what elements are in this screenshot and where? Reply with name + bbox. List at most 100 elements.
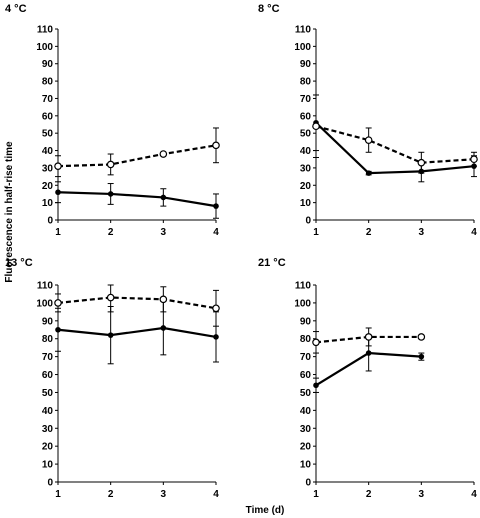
data-point [313, 382, 319, 389]
series-1 [55, 300, 219, 365]
x-tick-label: 3 [419, 227, 425, 238]
data-point [107, 191, 114, 197]
x-tick-label: 4 [213, 227, 219, 238]
series-1 [55, 181, 219, 219]
y-tick-label: 0 [47, 216, 53, 227]
y-tick-label: 100 [294, 42, 311, 53]
chart-panel-2: 8 °C 0 10 20 30 40 50 60 70 80 90 100 110 1 2 3 4 [258, 3, 478, 238]
data-point [54, 162, 62, 170]
y-tick-label: 10 [42, 460, 54, 471]
chart-panel-3: 13 °C 0 10 20 30 40 50 60 70 80 90 100 110 1 2 3 4 [5, 257, 220, 500]
x-tick-label: 3 [161, 489, 167, 500]
y-tick-label: 20 [300, 442, 312, 453]
y-tick-label: 60 [300, 370, 312, 381]
data-point [417, 158, 426, 167]
data-point [312, 338, 320, 347]
y-tick-label: 90 [42, 316, 54, 327]
panel-title: 13 °C [5, 257, 33, 269]
y-tick-label: 20 [300, 181, 312, 192]
y-tick-label: 100 [36, 42, 53, 53]
y-tick-label: 40 [300, 146, 312, 157]
y-tick-label: 80 [300, 77, 312, 88]
series-line [315, 121, 475, 175]
x-axis-title: Time (d) [246, 505, 285, 516]
y-tick-label: 80 [42, 77, 54, 88]
y-tick-label: 50 [300, 129, 312, 140]
series-line [57, 191, 217, 208]
y-tick-label: 60 [42, 370, 54, 381]
y-tick-label: 40 [42, 406, 54, 417]
data-point [55, 326, 61, 333]
data-point [212, 304, 220, 313]
y-tick-label: 40 [300, 406, 312, 417]
data-point [160, 194, 167, 201]
y-tick-label: 30 [300, 163, 312, 174]
y-tick-label: 10 [300, 460, 312, 471]
x-tick-label: 4 [471, 489, 477, 500]
x-tick-label: 2 [108, 489, 114, 500]
data-point [213, 334, 219, 340]
data-point [160, 325, 167, 331]
data-point [107, 332, 114, 338]
chart-panel-1: 4 °C 0 10 20 30 40 50 60 70 80 90 100 110 1 2 3 4 [5, 3, 220, 238]
data-point [159, 150, 168, 158]
series-2 [312, 94, 478, 174]
y-tick-label: 0 [47, 478, 53, 489]
y-tick-label: 30 [300, 424, 312, 435]
data-point [364, 136, 373, 144]
data-point [212, 141, 220, 150]
series-1 [313, 334, 425, 393]
y-tick-label: 60 [300, 111, 312, 122]
y-tick-label: 10 [42, 198, 54, 209]
y-tick-label: 90 [42, 59, 54, 70]
y-tick-label: 70 [42, 94, 54, 105]
x-tick-label: 2 [366, 227, 372, 238]
y-tick-label: 70 [300, 352, 312, 363]
data-point [312, 122, 320, 131]
x-tick-label: 1 [313, 489, 319, 500]
y-tick-label: 90 [300, 316, 312, 327]
x-tick-label: 1 [313, 227, 319, 238]
chart-panel-4: 21 °C 0 10 20 30 40 50 60 70 80 90 100 110 1 2 3 4 [258, 257, 477, 500]
y-tick-label: 20 [42, 181, 54, 192]
y-tick-label: 110 [295, 25, 312, 36]
x-tick-label: 4 [471, 227, 477, 238]
y-tick-label: 10 [300, 198, 312, 209]
x-tick-label: 3 [419, 489, 425, 500]
y-tick-label: 70 [42, 352, 54, 363]
data-point [364, 333, 373, 341]
data-point [365, 170, 372, 176]
data-point [213, 203, 219, 209]
series-line [57, 326, 217, 339]
y-tick-label: 100 [36, 298, 53, 309]
data-point [54, 299, 62, 307]
y-tick-label: 100 [294, 298, 311, 309]
y-tick-label: 70 [300, 94, 312, 105]
panel-title: 21 °C [258, 257, 286, 269]
y-tick-label: 20 [42, 442, 54, 453]
panel-title: 8 °C [258, 3, 280, 15]
x-tick-label: 3 [161, 227, 167, 238]
y-tick-label: 40 [42, 146, 54, 157]
x-tick-label: 1 [55, 227, 61, 238]
series-line [57, 296, 217, 310]
data-point [55, 189, 61, 196]
x-tick-label: 2 [108, 227, 114, 238]
data-point [106, 293, 115, 302]
y-tick-label: 50 [42, 129, 54, 140]
y-tick-label: 110 [37, 281, 54, 292]
y-tick-label: 110 [295, 281, 312, 292]
series-1 [313, 94, 477, 183]
y-tick-label: 30 [42, 163, 54, 174]
series-2 [54, 127, 220, 178]
series-line [315, 125, 475, 164]
data-point [159, 295, 168, 304]
x-tick-label: 4 [213, 489, 219, 500]
series-2 [312, 327, 426, 354]
y-tick-label: 60 [42, 111, 54, 122]
y-tick-label: 80 [42, 334, 54, 345]
x-tick-label: 1 [55, 489, 61, 500]
series-2 [54, 284, 220, 327]
